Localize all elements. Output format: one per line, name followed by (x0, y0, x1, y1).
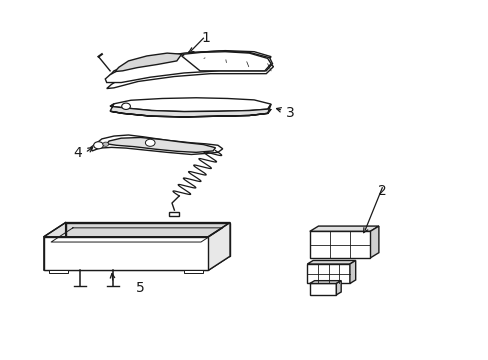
Polygon shape (44, 222, 65, 270)
Polygon shape (181, 52, 270, 71)
Polygon shape (115, 53, 181, 72)
Polygon shape (44, 237, 208, 270)
Polygon shape (106, 56, 273, 89)
Polygon shape (336, 281, 341, 295)
Bar (49, 270, 68, 273)
Text: 2: 2 (377, 184, 386, 198)
Text: 4: 4 (73, 147, 82, 161)
Polygon shape (44, 256, 229, 270)
Polygon shape (307, 264, 349, 283)
Circle shape (102, 142, 108, 146)
Bar (168, 212, 179, 216)
Circle shape (122, 103, 130, 109)
Circle shape (145, 139, 155, 146)
Polygon shape (110, 98, 270, 112)
Polygon shape (307, 260, 355, 264)
Polygon shape (309, 283, 336, 295)
Text: 5: 5 (136, 281, 144, 295)
Circle shape (94, 142, 103, 149)
Text: 3: 3 (285, 105, 294, 120)
Polygon shape (91, 135, 223, 154)
Bar (183, 270, 203, 273)
Polygon shape (105, 51, 272, 82)
Polygon shape (109, 51, 270, 80)
Polygon shape (369, 226, 378, 258)
Polygon shape (106, 138, 215, 152)
Polygon shape (309, 226, 378, 231)
Polygon shape (208, 222, 229, 270)
Polygon shape (110, 109, 270, 117)
Polygon shape (349, 260, 355, 283)
Polygon shape (309, 231, 369, 258)
Text: 1: 1 (201, 31, 210, 45)
Polygon shape (65, 222, 229, 256)
Polygon shape (309, 281, 341, 283)
Polygon shape (110, 104, 270, 117)
